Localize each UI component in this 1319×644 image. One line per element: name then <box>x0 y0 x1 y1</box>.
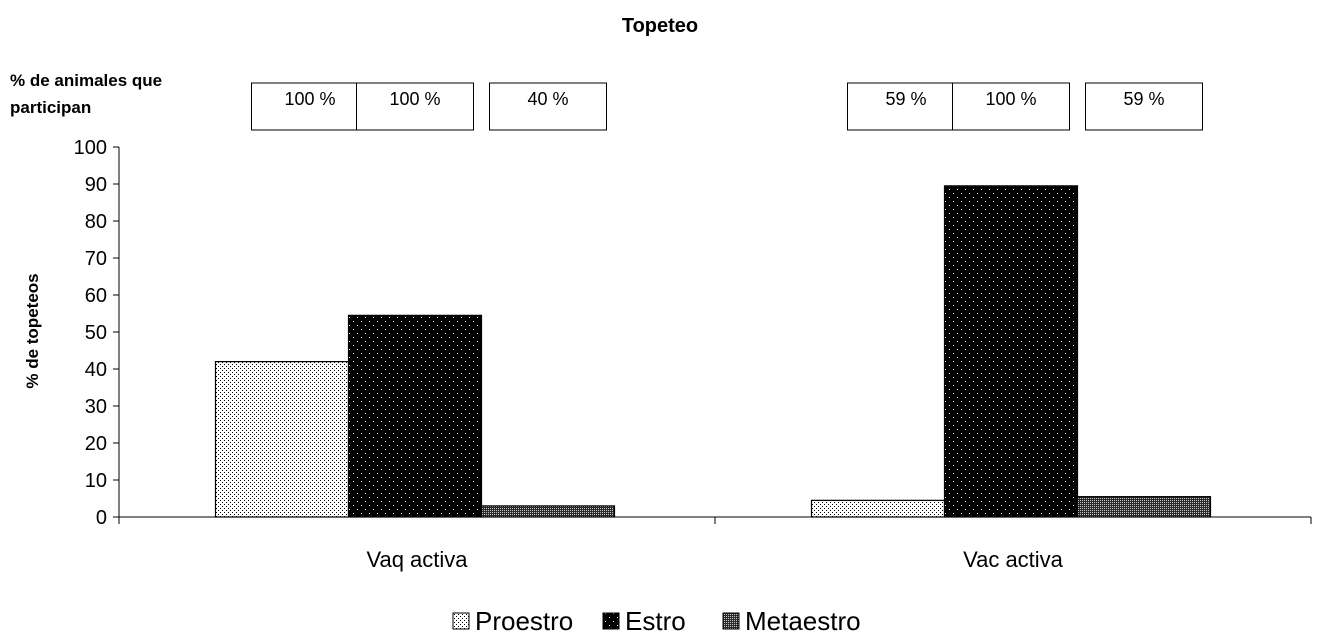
legend-label-estro: Estro <box>625 606 686 636</box>
bar-metaestro <box>480 505 616 518</box>
participation-box <box>356 82 474 131</box>
participation-value: 59 % <box>885 89 926 109</box>
x-category-label: Vac activa <box>963 547 1064 572</box>
bar-proestro <box>810 499 946 518</box>
y-tick-label: 40 <box>85 359 107 381</box>
participation-value: 59 % <box>1123 89 1164 109</box>
y-tick-label: 90 <box>85 174 107 196</box>
y-tick-label: 100 <box>74 137 107 159</box>
participation-value: 40 % <box>527 89 568 109</box>
y-tick-label: 70 <box>85 248 107 270</box>
participation-label-line-2: participan <box>10 98 91 117</box>
participation-box <box>847 82 965 131</box>
y-tick-label: 10 <box>85 470 107 492</box>
legend-swatch-metaestro <box>722 612 740 630</box>
bar-metaestro <box>1076 496 1212 518</box>
chart-title: Topeteo <box>622 15 698 37</box>
y-tick-label: 60 <box>85 285 107 307</box>
participation-box <box>489 82 607 131</box>
y-tick-label: 30 <box>85 396 107 418</box>
y-tick-label: 20 <box>85 433 107 455</box>
participation-box <box>1085 82 1203 131</box>
participation-box <box>952 82 1070 131</box>
legend-swatch-estro <box>602 612 620 630</box>
participation-box <box>251 82 369 131</box>
participation-value: 100 % <box>284 89 335 109</box>
y-tick-label: 0 <box>96 507 107 529</box>
legend-label-proestro: Proestro <box>475 606 573 636</box>
y-axis-label: % de topeteos <box>23 273 42 388</box>
plot-area: 0 10 20 30 40 50 60 70 80 90 100 Vaq activa 100 % 100… <box>74 82 1312 572</box>
y-tick-label: 80 <box>85 211 107 233</box>
legend-swatch-proestro <box>452 612 470 630</box>
x-category-label: Vaq activa <box>366 547 468 572</box>
participation-value: 100 % <box>389 89 440 109</box>
y-tick-label: 50 <box>85 322 107 344</box>
bar-proestro <box>214 361 350 518</box>
bar-estro <box>943 185 1079 518</box>
legend: Proestro Estro Metaestro <box>452 606 861 636</box>
participation-label-line-1: % de animales que <box>10 71 162 90</box>
participation-value: 100 % <box>985 89 1036 109</box>
legend-label-metaestro: Metaestro <box>745 606 861 636</box>
bar-estro <box>347 314 483 518</box>
